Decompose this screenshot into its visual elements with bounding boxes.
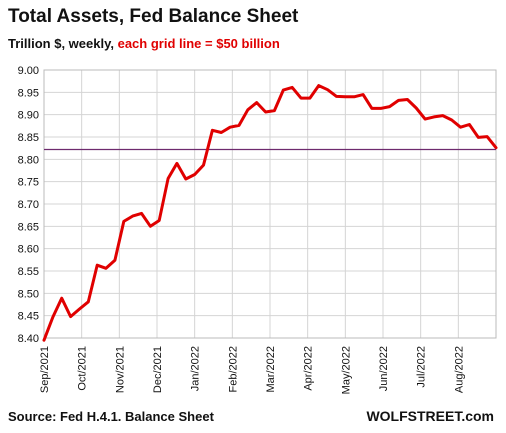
x-tick-label: Jul/2022 [416,346,428,388]
y-tick-label: 8.40 [18,333,39,345]
x-tick-label: Mar/2022 [265,346,277,392]
chart-subtitle: Trillion $, weekly, each grid line = $50… [8,36,280,51]
x-tick-label: May/2022 [340,346,352,394]
y-tick-label: 8.90 [18,110,39,122]
y-tick-label: 8.45 [18,311,39,323]
y-tick-label: 8.65 [18,221,39,233]
x-tick-label: Jun/2022 [378,346,390,391]
y-tick-label: 8.50 [18,288,39,300]
x-tick-label: Dec/2021 [152,346,164,393]
x-tick-label: Jan/2022 [190,346,202,391]
x-tick-label: Feb/2022 [227,346,239,392]
x-tick-label: Apr/2022 [303,346,315,391]
y-tick-label: 8.55 [18,266,39,278]
subtitle-prefix: Trillion $, weekly, [8,36,118,51]
series-line [42,84,498,342]
plot-frame [43,69,497,339]
x-tick-label: Oct/2021 [77,346,89,391]
x-tick-label: Nov/2021 [114,346,126,393]
x-tick-label: Aug/2022 [453,346,465,393]
subtitle-highlight: each grid line = $50 billion [117,36,280,51]
y-tick-label: 8.75 [18,177,39,189]
y-tick-label: 8.60 [18,244,39,256]
x-tick-label: Sep/2021 [39,346,51,393]
brand-label: WOLFSTREET.com [366,408,494,424]
y-tick-label: 8.70 [18,199,39,211]
y-tick-label: 9.00 [18,65,39,77]
source-note: Source: Fed H.4.1. Balance Sheet [8,409,214,424]
chart-title: Total Assets, Fed Balance Sheet [8,6,299,27]
y-tick-label: 8.85 [18,132,39,144]
y-tick-label: 8.95 [18,87,39,99]
y-tick-label: 8.80 [18,154,39,166]
